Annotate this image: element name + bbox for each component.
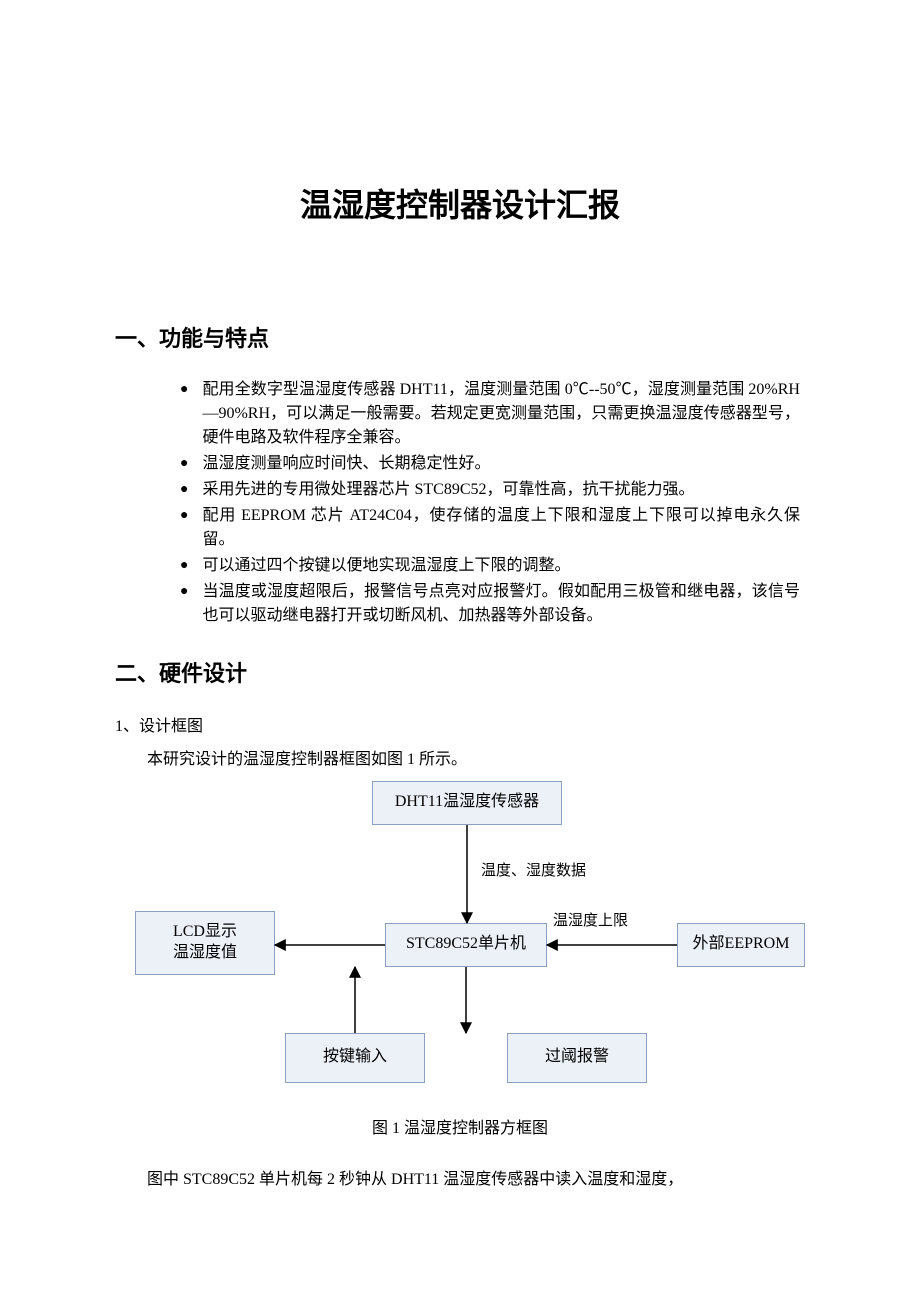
section-2-intro: 本研究设计的温湿度控制器框图如图 1 所示。 — [115, 747, 805, 773]
bullet-icon: ● — [180, 378, 202, 450]
feature-text: 配用全数字型温湿度传感器 DHT11，温度测量范围 0℃--50℃，湿度测量范围… — [202, 378, 800, 450]
section-2-tail: 图中 STC89C52 单片机每 2 秒钟从 DHT11 温湿度传感器中读入温度… — [115, 1167, 805, 1193]
feature-text: 温湿度测量响应时间快、长期稳定性好。 — [202, 452, 800, 476]
section-2-heading: 二、硬件设计 — [115, 656, 805, 691]
bullet-icon: ● — [180, 478, 202, 502]
diagram-caption: 图 1 温湿度控制器方框图 — [115, 1116, 805, 1142]
diagram-node-sensor: DHT11温湿度传感器 — [372, 781, 562, 825]
section-2-sub1: 1、设计框图 — [115, 714, 805, 740]
diagram-edge-label: 温湿度上限 — [553, 909, 628, 933]
document-page: 温湿度控制器设计汇报 一、功能与特点 ●配用全数字型温湿度传感器 DHT11，温… — [0, 0, 920, 1253]
feature-item: ●配用 EEPROM 芯片 AT24C04，使存储的温度上下限和湿度上下限可以掉… — [180, 504, 800, 552]
bullet-icon: ● — [180, 504, 202, 552]
diagram-node-eeprom: 外部EEPROM — [677, 923, 805, 967]
feature-text: 可以通过四个按键以便地实现温湿度上下限的调整。 — [202, 554, 800, 578]
feature-item: ●当温度或湿度超限后，报警信号点亮对应报警灯。假如配用三极管和继电器，该信号也可… — [180, 580, 800, 628]
feature-item: ●温湿度测量响应时间快、长期稳定性好。 — [180, 452, 800, 476]
diagram-node-mcu: STC89C52单片机 — [385, 923, 547, 967]
diagram-node-keys: 按键输入 — [285, 1033, 425, 1083]
feature-list: ●配用全数字型温湿度传感器 DHT11，温度测量范围 0℃--50℃，湿度测量范… — [180, 378, 800, 628]
section-1-heading: 一、功能与特点 — [115, 321, 805, 356]
diagram-node-alarm: 过阈报警 — [507, 1033, 647, 1083]
diagram-node-lcd: LCD显示温湿度值 — [135, 911, 275, 975]
feature-text: 当温度或湿度超限后，报警信号点亮对应报警灯。假如配用三极管和继电器，该信号也可以… — [202, 580, 800, 628]
bullet-icon: ● — [180, 452, 202, 476]
bullet-icon: ● — [180, 580, 202, 628]
feature-text: 配用 EEPROM 芯片 AT24C04，使存储的温度上下限和湿度上下限可以掉电… — [202, 504, 800, 552]
diagram-edge-label: 温度、湿度数据 — [481, 859, 586, 883]
doc-title: 温湿度控制器设计汇报 — [115, 180, 805, 231]
bullet-icon: ● — [180, 554, 202, 578]
feature-item: ●配用全数字型温湿度传感器 DHT11，温度测量范围 0℃--50℃，湿度测量范… — [180, 378, 800, 450]
feature-item: ●可以通过四个按键以便地实现温湿度上下限的调整。 — [180, 554, 800, 578]
feature-text: 采用先进的专用微处理器芯片 STC89C52，可靠性高，抗干扰能力强。 — [202, 478, 800, 502]
block-diagram: DHT11温湿度传感器 STC89C52单片机 LCD显示温湿度值 外部EEPROM 按… — [115, 781, 805, 1106]
feature-item: ●采用先进的专用微处理器芯片 STC89C52，可靠性高，抗干扰能力强。 — [180, 478, 800, 502]
